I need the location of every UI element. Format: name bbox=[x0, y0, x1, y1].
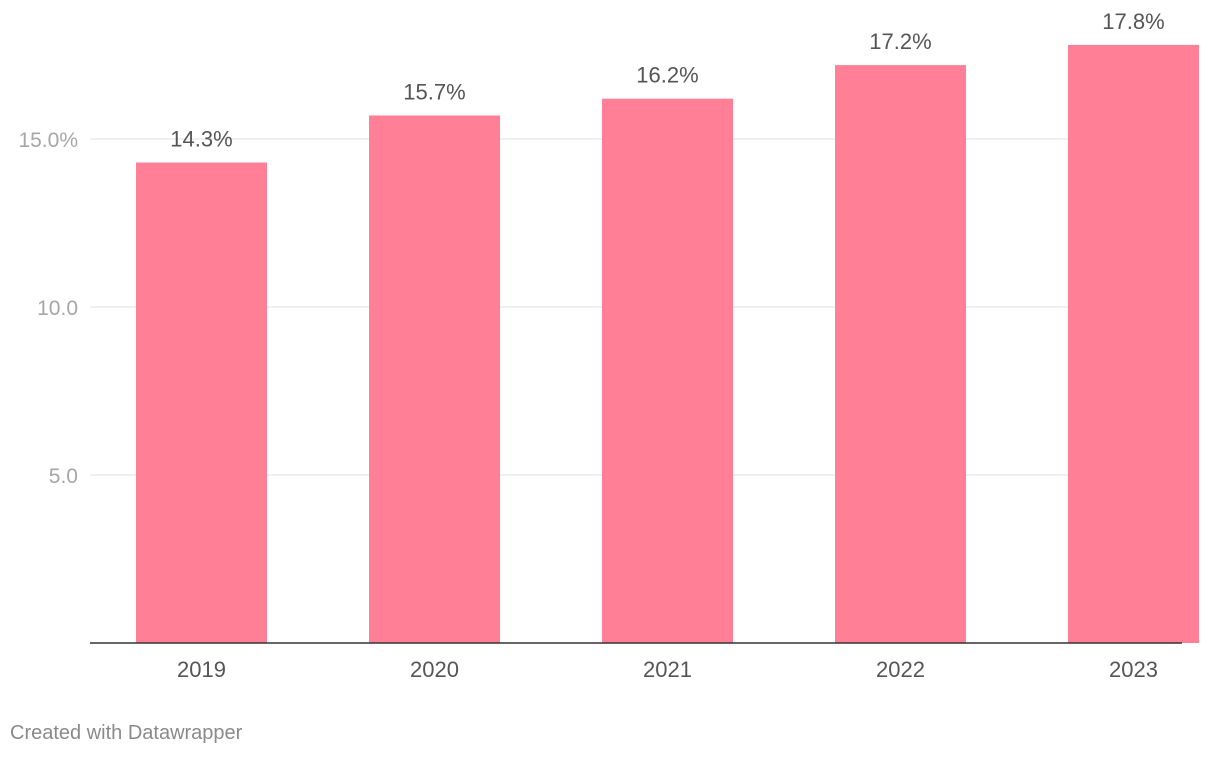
x-tick-label: 2021 bbox=[643, 657, 692, 682]
y-tick-label: 15.0% bbox=[18, 129, 78, 152]
chart-credit: Created with Datawrapper bbox=[10, 722, 243, 744]
y-tick-label: 5.0 bbox=[49, 465, 78, 488]
data-label: 17.8% bbox=[1102, 9, 1164, 34]
data-label: 14.3% bbox=[170, 127, 232, 152]
x-tick-label: 2022 bbox=[876, 657, 925, 682]
y-axis-ticks: 5.0 10.0 15.0% bbox=[18, 129, 78, 488]
x-axis-ticks: 2019 2020 2021 2022 2023 bbox=[177, 657, 1158, 682]
data-labels: 14.3% 15.7% 16.2% 17.2% 17.8% bbox=[170, 9, 1164, 152]
y-tick-label: 10.0 bbox=[37, 297, 78, 320]
bars bbox=[136, 44, 1199, 644]
data-label: 17.2% bbox=[869, 29, 931, 54]
x-tick-label: 2019 bbox=[177, 657, 226, 682]
bar bbox=[1068, 44, 1199, 644]
bar bbox=[835, 65, 966, 643]
bar bbox=[369, 115, 500, 644]
data-label: 16.2% bbox=[636, 63, 698, 88]
bar bbox=[602, 98, 733, 644]
x-tick-label: 2023 bbox=[1109, 657, 1158, 682]
bar bbox=[136, 162, 267, 643]
x-tick-label: 2020 bbox=[410, 657, 459, 682]
data-label: 15.7% bbox=[403, 79, 465, 104]
